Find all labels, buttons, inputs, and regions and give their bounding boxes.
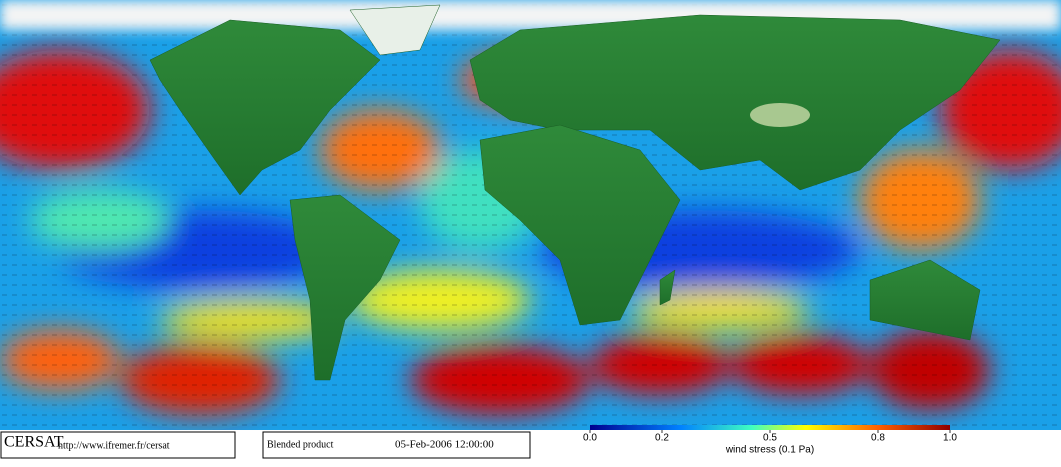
colorbar-tick-label: 0.8 [871, 433, 885, 444]
logo: CERSAT [4, 434, 64, 451]
continents [149, 4, 1001, 381]
map [0, 0, 1061, 430]
logo-box [0, 431, 236, 459]
colorbar-tick-label: 0.2 [655, 433, 669, 444]
product: Blended product [267, 439, 334, 450]
date: 05-Feb-2006 12:00:00 [395, 439, 494, 451]
url: http://www.ifremer.fr/cersat [58, 440, 170, 451]
colorbar: wind stress (0.1 Pa) [590, 425, 950, 456]
colorbar-tick-label: 1.0 [943, 433, 957, 444]
product-box [262, 431, 531, 459]
colorbar-tick-label: 0.5 [763, 433, 777, 444]
colorbar-label: wind stress (0.1 Pa) [725, 445, 814, 456]
colorbar-strip [590, 425, 950, 430]
colorbar-tick-label: 0.0 [583, 433, 597, 444]
